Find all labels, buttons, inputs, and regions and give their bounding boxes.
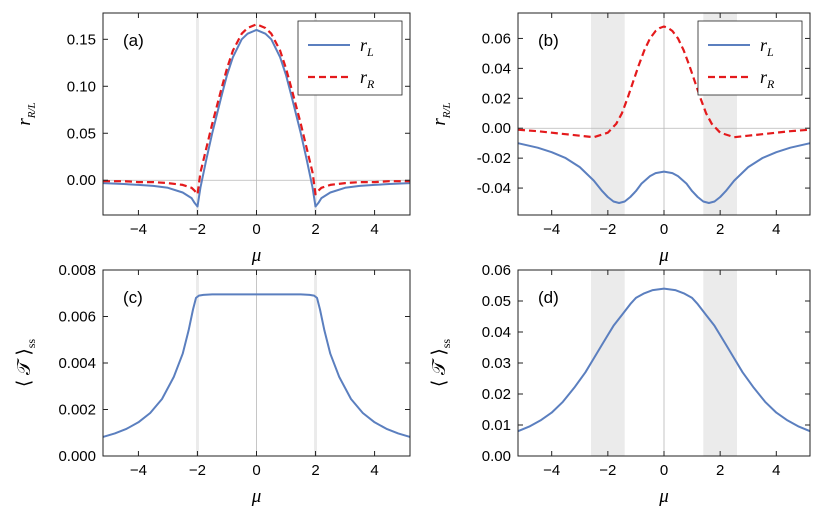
x-axis-label: μ [251, 486, 262, 507]
x-tick-label: −2 [189, 462, 206, 479]
y-tick-label: 0.004 [58, 355, 96, 372]
x-tick-label: 0 [252, 462, 260, 479]
y-tick-label: 0.000 [58, 448, 96, 465]
legend-label: rL [760, 35, 774, 59]
y-tick-label: 0.00 [482, 448, 511, 465]
x-tick-label: 4 [772, 221, 780, 238]
y-tick-label: 0.006 [58, 309, 96, 326]
panel-2: −4 −2 0 2 4 0.000 0.002 0.004 0.006 0.008 (c) μ ⟨ 𝒯 … [14, 262, 411, 507]
y-tick-label: 0.00 [67, 172, 96, 189]
x-tick-label: 4 [370, 462, 378, 479]
shaded-band [314, 270, 318, 456]
y-tick-label: 0.02 [482, 386, 511, 403]
x-tick-label: −4 [130, 462, 147, 479]
x-tick-label: −2 [189, 221, 206, 238]
y-axis-label: ⟨ 𝒯 ⟩ss [429, 339, 453, 388]
y-axis-label: ⟨ 𝒯 ⟩ss [14, 339, 38, 388]
x-tick-label: 4 [370, 221, 378, 238]
legend-label: rR [760, 67, 775, 91]
y-axis-label: rR/L [14, 102, 38, 125]
x-tick-label: −4 [130, 221, 147, 238]
series-line-L [102, 28, 411, 208]
x-tick-label: 2 [311, 462, 319, 479]
y-tick-label: 0.00 [482, 120, 511, 137]
x-tick-label: 0 [252, 221, 260, 238]
y-tick-label: 0.03 [482, 355, 511, 372]
x-tick-label: −2 [599, 462, 616, 479]
x-tick-label: −2 [599, 221, 616, 238]
series-line-0 [102, 293, 411, 438]
shaded-band [591, 270, 625, 456]
y-tick-label: 0.02 [482, 90, 511, 107]
legend-label: rR [360, 67, 375, 91]
panel-1: −4 −2 0 2 4 -0.04 -0.02 0.00 0.02 0.04 0.06 (b) μ rR/… [429, 12, 811, 266]
legend-box [697, 20, 803, 96]
panel-3: −4 −2 0 2 4 0.00 0.01 0.02 0.03 0.04 0.05 0.06 (d) μ ⟨… [429, 262, 811, 507]
y-tick-label: 0.04 [482, 324, 511, 341]
x-tick-label: 0 [660, 462, 668, 479]
shaded-band [314, 13, 318, 215]
x-axis-label: μ [658, 486, 669, 507]
y-tick-label: 0.05 [67, 125, 96, 142]
shaded-band [195, 13, 199, 215]
y-tick-label: -0.02 [477, 150, 511, 167]
legend-box [297, 20, 403, 96]
y-tick-label: 0.01 [482, 417, 511, 434]
x-tick-label: −4 [543, 462, 560, 479]
panel-label: (d) [538, 288, 559, 307]
x-tick-label: 2 [716, 462, 724, 479]
legend-label: rL [360, 35, 374, 59]
y-axis-label: rR/L [429, 102, 453, 125]
x-tick-label: 4 [772, 462, 780, 479]
y-tick-label: 0.008 [58, 262, 96, 279]
panel-label: (a) [123, 31, 144, 50]
x-axis-label: μ [251, 245, 262, 266]
y-tick-label: 0.10 [67, 78, 96, 95]
panel-0: −4 −2 0 2 4 0.00 0.05 0.10 0.15 (a) μ rR/L rL rR [14, 12, 411, 266]
y-tick-label: 0.06 [482, 30, 511, 47]
y-tick-label: 0.06 [482, 262, 511, 279]
series-line-L [517, 142, 811, 204]
x-tick-label: 2 [716, 221, 724, 238]
y-tick-label: 0.04 [482, 60, 511, 77]
x-tick-label: −4 [543, 221, 560, 238]
shaded-band [703, 270, 737, 456]
panel-label: (b) [538, 31, 559, 50]
series-line-0 [517, 287, 811, 433]
shaded-band [195, 270, 199, 456]
y-tick-label: 0.15 [67, 31, 96, 48]
y-tick-label: -0.04 [477, 180, 511, 197]
y-tick-label: 0.05 [482, 293, 511, 310]
y-tick-label: 0.002 [58, 402, 96, 419]
panel-label: (c) [123, 288, 143, 307]
shaded-band [591, 13, 625, 215]
series-line-R [517, 25, 811, 139]
x-tick-label: 2 [311, 221, 319, 238]
x-tick-label: 0 [660, 221, 668, 238]
x-axis-label: μ [658, 245, 669, 266]
